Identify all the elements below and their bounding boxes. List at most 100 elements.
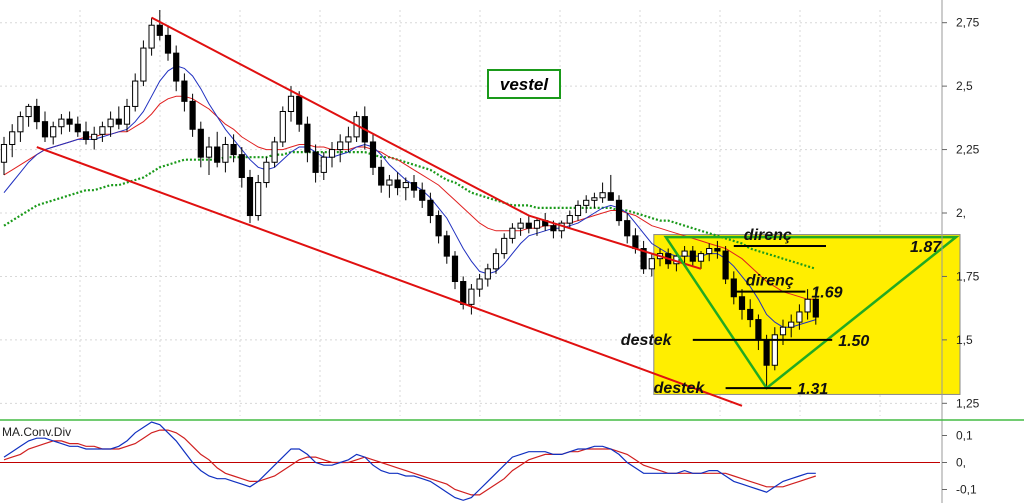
triangle-pattern xyxy=(663,235,960,390)
candle xyxy=(697,251,705,269)
candle xyxy=(788,314,795,338)
y-tick-label: 1,5 xyxy=(956,333,973,347)
candle-body xyxy=(689,250,696,262)
candle xyxy=(214,131,221,168)
candle-body xyxy=(451,255,459,283)
candle-body xyxy=(378,166,385,186)
candle xyxy=(533,218,541,236)
macd-tick-label: -0,1 xyxy=(956,483,977,497)
candle xyxy=(164,25,172,61)
candle xyxy=(328,141,336,168)
candle-body xyxy=(91,133,98,140)
candle xyxy=(296,91,303,132)
candle xyxy=(17,111,24,142)
macd-tick-label: 0, xyxy=(956,456,966,470)
level-value: 1.87 xyxy=(910,239,942,256)
candle-body xyxy=(460,281,467,305)
y-tick-label: 2, xyxy=(956,206,966,220)
candle-body xyxy=(755,319,762,341)
candle-body xyxy=(255,182,262,217)
y-tick-label: 2,25 xyxy=(956,143,980,157)
trend-channel xyxy=(36,16,743,407)
candle xyxy=(337,134,344,163)
candle xyxy=(574,200,582,221)
candle xyxy=(33,98,40,130)
candle-body xyxy=(197,128,204,158)
candle-body xyxy=(33,105,40,123)
candle-body xyxy=(706,248,713,255)
level-3: destek 1.50 xyxy=(621,332,870,350)
candle xyxy=(484,263,491,287)
candle xyxy=(747,299,754,328)
candle xyxy=(123,98,131,132)
y-tick-label: 2,5 xyxy=(956,79,973,93)
candle-body xyxy=(779,326,787,336)
candle xyxy=(189,93,196,137)
candle xyxy=(312,144,319,183)
candle-body xyxy=(222,143,229,163)
candle-body xyxy=(74,123,81,133)
candle xyxy=(796,304,803,330)
candle-body xyxy=(0,143,8,163)
candle xyxy=(50,121,57,145)
candle-body xyxy=(320,156,327,173)
candle-body xyxy=(82,131,90,140)
candle-body xyxy=(591,197,598,201)
candle xyxy=(509,223,516,244)
candle xyxy=(279,106,286,148)
candle-body xyxy=(304,123,311,153)
candle xyxy=(181,73,188,112)
candle xyxy=(648,253,655,277)
candle xyxy=(345,126,352,153)
candle xyxy=(492,248,500,274)
candle xyxy=(287,86,295,122)
candle-body xyxy=(328,149,336,158)
candle-body xyxy=(181,80,188,102)
candle xyxy=(476,273,483,297)
candle xyxy=(369,134,377,175)
candle-body xyxy=(345,136,352,143)
candle-body xyxy=(107,118,114,128)
candle xyxy=(427,192,434,224)
candle xyxy=(517,218,524,236)
candle-body xyxy=(230,143,237,156)
candle-body xyxy=(9,131,16,145)
candle xyxy=(443,230,450,264)
y-tick-label: 1,25 xyxy=(956,396,980,410)
level-label: destek xyxy=(654,380,706,397)
candle xyxy=(640,240,647,274)
candle-body xyxy=(574,204,582,217)
level-value: 1.31 xyxy=(797,381,828,398)
candle-body xyxy=(148,24,155,49)
yellow-highlight-zone xyxy=(653,234,961,395)
candle-body xyxy=(648,258,655,270)
candle-body xyxy=(189,100,196,130)
candle xyxy=(451,251,459,290)
candle-body xyxy=(697,253,705,262)
candle xyxy=(0,136,8,175)
candle xyxy=(566,210,573,229)
candle xyxy=(378,159,385,193)
candle xyxy=(607,174,614,201)
candle-body xyxy=(58,118,65,128)
candle xyxy=(263,157,270,188)
candle-body xyxy=(287,95,295,113)
candle-body xyxy=(402,182,409,189)
candle-body xyxy=(484,268,491,280)
candle xyxy=(82,121,90,145)
candle-body xyxy=(115,118,122,125)
candle-body xyxy=(337,141,344,151)
candle xyxy=(230,134,237,163)
candle-body xyxy=(501,237,508,255)
candle xyxy=(25,103,32,127)
candle xyxy=(583,195,590,213)
candle xyxy=(107,111,114,137)
chart-title: vestel xyxy=(500,75,549,94)
candle xyxy=(599,182,606,203)
candle xyxy=(197,121,204,168)
candle-body xyxy=(730,278,737,298)
candle-body xyxy=(164,34,172,54)
candle-body xyxy=(714,248,721,252)
candle xyxy=(689,245,696,267)
